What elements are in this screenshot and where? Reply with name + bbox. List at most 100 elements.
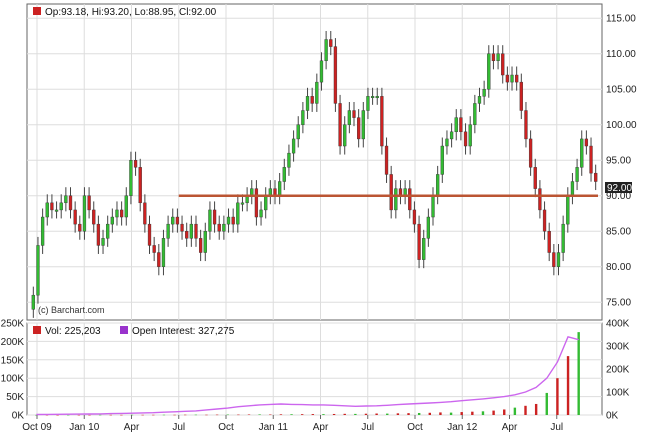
volume-bar bbox=[492, 410, 495, 415]
date-tick-label: Jan 12 bbox=[447, 422, 477, 433]
candle-body bbox=[175, 216, 180, 225]
candle-body bbox=[129, 160, 133, 196]
candle-body bbox=[301, 110, 305, 125]
date-tick-label: Apr bbox=[313, 422, 329, 433]
volume-bar bbox=[269, 414, 272, 416]
candle-body bbox=[436, 174, 440, 196]
candle-body bbox=[491, 53, 496, 62]
price-panel-frame bbox=[26, 3, 603, 321]
candle-body bbox=[538, 188, 542, 211]
candle-body bbox=[366, 96, 370, 111]
price-tick-label: 80.00 bbox=[606, 262, 631, 273]
candle-body bbox=[133, 160, 138, 168]
watermark: (c) Barchart.com bbox=[38, 305, 105, 315]
candle-body bbox=[119, 209, 124, 218]
volume-bar bbox=[428, 412, 431, 415]
candle-body bbox=[329, 39, 333, 47]
candle-body bbox=[180, 223, 184, 232]
volume-bar bbox=[184, 414, 187, 416]
volume-bar bbox=[471, 411, 474, 415]
candle-body bbox=[161, 238, 166, 267]
candle-body bbox=[408, 188, 412, 211]
candle-body bbox=[157, 252, 161, 267]
last-price-label: 92.00 bbox=[607, 183, 632, 194]
candle-body bbox=[426, 216, 431, 239]
date-tick-label: Apr bbox=[502, 422, 518, 433]
candle-body bbox=[566, 195, 570, 225]
candle-body bbox=[54, 209, 59, 212]
volume-bar bbox=[364, 413, 368, 415]
volume-bar bbox=[77, 414, 81, 416]
volume-bar bbox=[449, 412, 453, 415]
volume-bar bbox=[396, 413, 400, 415]
volume-bar bbox=[45, 414, 49, 416]
candle-body bbox=[287, 152, 291, 168]
candle-body bbox=[78, 223, 82, 232]
volume-bar bbox=[407, 413, 410, 415]
candle-body bbox=[124, 195, 128, 218]
volume-bar bbox=[247, 414, 251, 415]
candle-body bbox=[45, 202, 49, 218]
date-tick-label: Jul bbox=[172, 422, 185, 433]
candle-body bbox=[575, 167, 579, 182]
open-interest-legend-swatch bbox=[120, 326, 128, 334]
price-tick-label: 115.00 bbox=[606, 14, 636, 25]
open-interest-line bbox=[36, 335, 579, 416]
last-price-tag bbox=[605, 182, 632, 193]
candle-body bbox=[454, 117, 458, 133]
candle-body bbox=[305, 96, 310, 111]
candle-body bbox=[198, 238, 203, 253]
candle-body bbox=[106, 223, 110, 239]
candle-body bbox=[501, 53, 505, 76]
date-tick-label: Jul bbox=[550, 422, 563, 433]
candle-body bbox=[384, 145, 389, 175]
candle-body bbox=[264, 195, 268, 211]
volume-bar bbox=[322, 414, 325, 415]
candle-body bbox=[487, 53, 491, 90]
candle-body bbox=[524, 110, 528, 140]
volume-bar bbox=[343, 413, 346, 415]
candle-body bbox=[594, 172, 598, 182]
candle-body bbox=[552, 252, 556, 267]
candle-body bbox=[73, 209, 77, 225]
candle-body bbox=[482, 89, 486, 97]
volume-bar bbox=[173, 414, 176, 416]
price-tick-label: 110.00 bbox=[606, 49, 636, 60]
volume-bar bbox=[524, 405, 527, 415]
volume-tick-label: 50K bbox=[6, 392, 24, 403]
candle-body bbox=[510, 74, 514, 83]
candle-body bbox=[580, 138, 584, 168]
candle-body bbox=[361, 110, 365, 140]
volume-bar bbox=[545, 392, 548, 415]
candle-body bbox=[96, 223, 101, 246]
candle-body bbox=[152, 245, 156, 253]
candle-body bbox=[496, 53, 500, 62]
candle-body bbox=[440, 145, 444, 175]
candle-body bbox=[445, 138, 449, 147]
candle-body bbox=[570, 181, 575, 196]
volume-bar bbox=[215, 414, 219, 416]
candle-body bbox=[296, 124, 300, 140]
volume-bar bbox=[566, 356, 570, 415]
date-tick-label: Jan 11 bbox=[259, 422, 289, 433]
candle-body bbox=[185, 231, 189, 239]
candle-body bbox=[226, 216, 231, 225]
volume-bar bbox=[237, 414, 240, 416]
candle-body bbox=[64, 195, 68, 204]
volume-tick-label: 250K bbox=[1, 319, 25, 330]
open-interest-tick-label: 300K bbox=[606, 342, 630, 353]
price-candles bbox=[31, 30, 598, 318]
price-gridlines bbox=[27, 4, 602, 320]
open-interest-tick-label: 200K bbox=[606, 365, 630, 376]
volume-bar bbox=[194, 414, 198, 416]
candle-body bbox=[217, 223, 221, 232]
candle-body bbox=[417, 223, 421, 260]
candle-body bbox=[338, 103, 342, 147]
date-tick-label: Oct bbox=[407, 422, 423, 433]
candle-body bbox=[459, 117, 463, 133]
volume-bar bbox=[460, 412, 463, 415]
candle-body bbox=[468, 124, 472, 147]
candle-body bbox=[147, 223, 152, 246]
candle-body bbox=[324, 39, 328, 62]
